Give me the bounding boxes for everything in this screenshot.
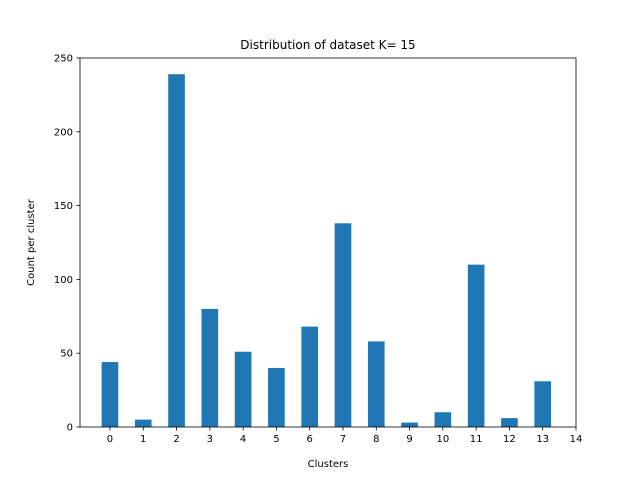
y-tick-label: 100 <box>54 275 73 286</box>
bar-5 <box>268 367 285 427</box>
x-tick-label: 2 <box>173 434 179 445</box>
bars-group <box>101 74 552 428</box>
y-axis-label: Count per cluster <box>26 198 37 286</box>
x-tick-label: 14 <box>570 434 583 445</box>
bar-3 <box>201 308 219 427</box>
x-tick-label: 9 <box>406 434 412 445</box>
y-tick-label: 250 <box>54 54 73 65</box>
x-tick-label: 3 <box>207 434 213 445</box>
y-tick-label: 50 <box>60 349 73 360</box>
plot-frame <box>79 57 577 428</box>
bar-6 <box>301 326 319 427</box>
x-tick-label: 5 <box>273 434 279 445</box>
x-axis-label: Clusters <box>308 459 349 470</box>
chart-title: Distribution of dataset K= 15 <box>240 38 415 52</box>
bar-4 <box>234 351 252 427</box>
x-tick-label: 10 <box>436 434 449 445</box>
x-tick-label: 4 <box>240 434 246 445</box>
x-tick-label: 0 <box>107 434 113 445</box>
x-tick-label: 8 <box>373 434 379 445</box>
y-tick-label: 150 <box>54 201 73 212</box>
bar-2 <box>168 74 185 428</box>
y-tick-label: 0 <box>67 423 73 434</box>
bar-12 <box>501 418 518 427</box>
bar-8 <box>367 341 385 427</box>
bar-1 <box>134 419 152 427</box>
bar-9 <box>401 422 418 427</box>
bar-0 <box>101 362 119 427</box>
x-axis-ticks: 0 1 2 3 4 5 6 7 8 9 10 11 12 13 14 <box>107 427 583 445</box>
x-tick-label: 6 <box>307 434 313 445</box>
bar-13 <box>534 381 552 427</box>
x-tick-label: 12 <box>503 434 516 445</box>
bar-11 <box>467 264 485 427</box>
y-tick-label: 200 <box>54 127 73 138</box>
x-tick-label: 13 <box>536 434 549 445</box>
x-tick-label: 1 <box>140 434 146 445</box>
x-tick-label: 7 <box>340 434 346 445</box>
x-tick-label: 11 <box>470 434 483 445</box>
y-axis-ticks: 0 50 100 150 200 250 <box>54 54 80 434</box>
bar-10 <box>434 412 452 427</box>
bar-7 <box>334 223 352 427</box>
